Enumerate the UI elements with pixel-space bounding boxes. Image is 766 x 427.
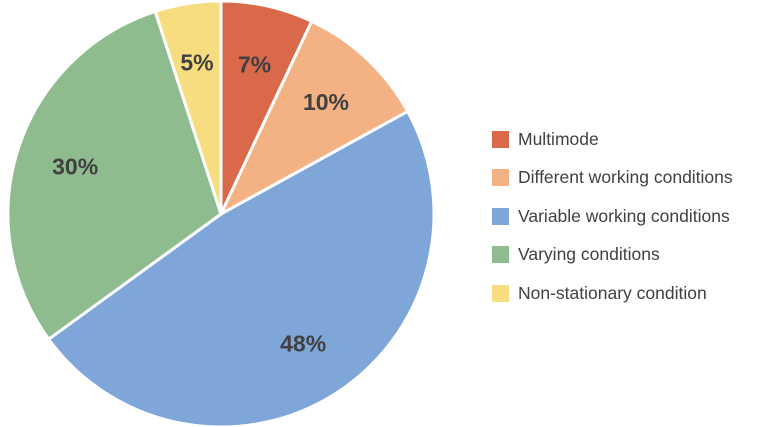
legend-item-variable-working-conditions: Variable working conditions (492, 197, 733, 236)
legend-label: Different working conditions (518, 167, 733, 188)
legend-swatch (492, 130, 509, 148)
legend-label: Varying conditions (518, 244, 660, 265)
pie-slice-labels: 7% 10% 48% 30% 5% (52, 50, 349, 357)
legend-label: Non-stationary condition (518, 282, 707, 303)
slice-label-multimode: 7% (238, 51, 271, 77)
slice-label-varying-conditions: 30% (52, 154, 98, 180)
legend-swatch (492, 207, 509, 225)
legend-label: Multimode (518, 128, 599, 149)
pie-slices (6, 0, 436, 427)
slice-label-non-stationary-condition: 5% (180, 50, 213, 76)
legend-swatch (492, 169, 509, 187)
legend-swatch (492, 284, 509, 302)
legend-swatch (492, 246, 509, 264)
pie-slice-varying-conditions (6, 9, 223, 341)
pie-slice-different-working-conditions (219, 19, 410, 216)
slice-label-different-working-conditions: 10% (303, 89, 349, 115)
legend-item-varying-conditions: Varying conditions (492, 236, 733, 275)
legend-item-different-working-conditions: Different working conditions (492, 159, 733, 198)
legend-item-multimode: Multimode (492, 120, 733, 159)
pie-slice-variable-working-conditions (47, 109, 436, 427)
slice-label-variable-working-conditions: 48% (280, 330, 326, 356)
legend-item-non-stationary-condition: Non-stationary condition (492, 274, 733, 313)
pie-slice-non-stationary-condition (153, 0, 223, 216)
legend-label: Variable working conditions (518, 205, 730, 226)
chart-legend: Multimode Different working conditions Var… (492, 120, 733, 313)
